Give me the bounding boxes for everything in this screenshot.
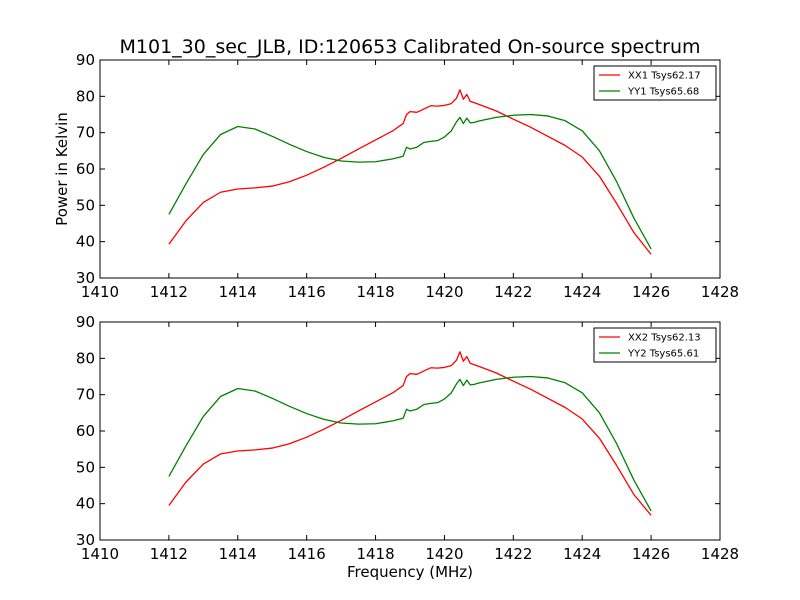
x-tick-label: 1424: [563, 283, 601, 301]
x-axis-label: Frequency (MHz): [347, 563, 473, 581]
x-tick-label: 1418: [356, 283, 394, 301]
series-line-1-1: [168, 89, 652, 255]
y-tick-label: 80: [76, 349, 95, 367]
y-axis-label: Power in Kelvin: [53, 112, 71, 226]
legend-1: XX1 Tsys62.17 YY1 Tsys65.68: [593, 65, 717, 101]
y-tick-label: 60: [76, 422, 95, 440]
legend-box: [593, 327, 717, 363]
x-tick-label: 1426: [632, 545, 670, 563]
x-tick-label: 1416: [288, 545, 326, 563]
x-tick-label: 1420: [425, 545, 463, 563]
legend-label: YY1 Tsys65.68: [627, 87, 699, 98]
y-tick-label: 30: [76, 531, 95, 549]
x-tick-label: 1414: [219, 545, 257, 563]
y-tick-label: 50: [76, 458, 95, 476]
y-tick-label: 90: [76, 51, 95, 69]
x-tick-label: 1422: [494, 545, 532, 563]
panel-1: 1410 1412 1414 1416 1418 1420 1422 1424 1426 1428…: [53, 51, 739, 301]
charts: 1410 1412 1414 1416 1418 1420 1422 1424 1426 1428…: [53, 51, 739, 581]
x-tick-label: 1416: [288, 283, 326, 301]
legend-label: YY2 Tsys65.61: [627, 349, 699, 360]
y-tick-label: 70: [76, 386, 95, 404]
x-tick-label: 1412: [150, 283, 188, 301]
y-tick-label: 40: [76, 495, 95, 513]
series-line-2-1: [168, 351, 652, 516]
y-tick-label: 30: [76, 269, 95, 287]
x-tick-label: 1418: [356, 545, 394, 563]
chart-title: M101_30_sec_JLB, ID:120653 Calibrated On…: [120, 36, 701, 58]
x-tick-label: 1410: [81, 283, 119, 301]
x-tick-label: 1428: [701, 283, 739, 301]
y-tick-label: 70: [76, 124, 95, 142]
x-tick-label: 1422: [494, 283, 532, 301]
x-tick-label: 1428: [701, 545, 739, 563]
legend-label: XX2 Tsys62.13: [628, 333, 701, 344]
x-tick-label: 1426: [632, 283, 670, 301]
legend-2: XX2 Tsys62.13 YY2 Tsys65.61: [593, 327, 717, 363]
x-tick-label: 1420: [425, 283, 463, 301]
y-tick-label: 60: [76, 160, 95, 178]
series-line-1-2: [168, 113, 652, 250]
panel-2: 1410 1412 1414 1416 1418 1420 1422 1424 1426 1428…: [76, 313, 739, 581]
y-tick-label: 40: [76, 233, 95, 251]
x-tick-label: 1414: [219, 283, 257, 301]
y-tick-label: 80: [76, 87, 95, 105]
y-tick-label: 50: [76, 196, 95, 214]
x-tick-label: 1410: [81, 545, 119, 563]
x-tick-label: 1412: [150, 545, 188, 563]
legend-box: [593, 65, 717, 101]
series-line-2-2: [168, 375, 652, 512]
x-tick-label: 1424: [563, 545, 601, 563]
legend-label: XX1 Tsys62.17: [628, 71, 701, 82]
y-tick-label: 90: [76, 313, 95, 331]
